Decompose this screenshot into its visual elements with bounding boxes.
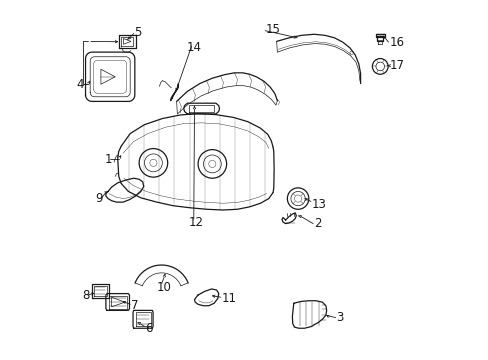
Text: 15: 15 <box>264 23 280 36</box>
Text: 4: 4 <box>76 78 83 91</box>
Text: 9: 9 <box>95 192 102 205</box>
Text: 10: 10 <box>157 281 171 294</box>
Text: 13: 13 <box>311 198 326 211</box>
Text: 11: 11 <box>221 292 236 305</box>
Text: 6: 6 <box>145 322 152 335</box>
Text: 17: 17 <box>388 59 404 72</box>
Text: 16: 16 <box>388 36 404 49</box>
Text: 3: 3 <box>336 311 344 324</box>
Text: 2: 2 <box>313 217 321 230</box>
Text: 8: 8 <box>82 288 89 302</box>
Text: 14: 14 <box>186 41 201 54</box>
Text: 5: 5 <box>134 26 142 39</box>
Text: 7: 7 <box>131 299 138 312</box>
Text: 1: 1 <box>104 153 112 166</box>
Text: 12: 12 <box>189 216 203 229</box>
